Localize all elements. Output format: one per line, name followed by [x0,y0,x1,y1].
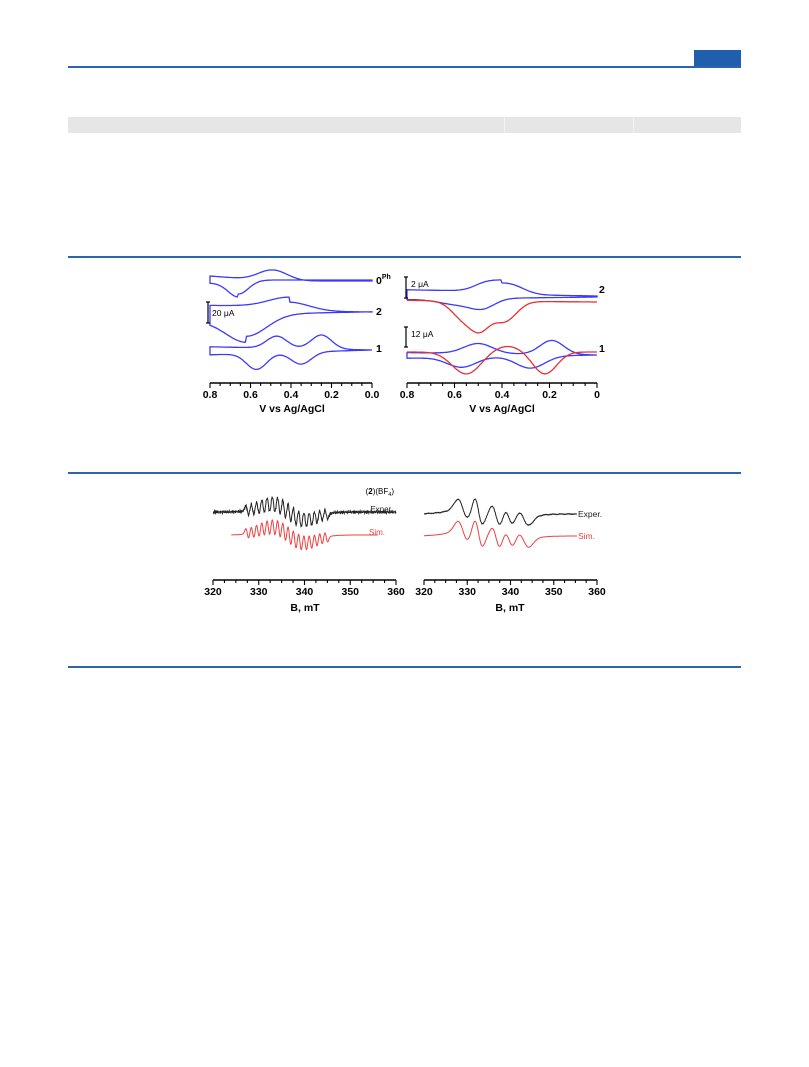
epr-right-axis-title: B, mT [495,602,525,614]
cv-right-x-tick-label: 0.2 [542,389,557,401]
epr-left-compound-label: (2)(BF4) [366,487,395,498]
epr-left-axis-title: B, mT [290,602,320,614]
epr-right-x-tick-label: 320 [415,586,433,598]
cv-left-label-2: 2 [376,306,382,318]
figure-rule-2 [68,472,741,474]
epr-left-exper-trace [212,495,397,528]
cv-right-label-2: 2 [599,284,605,296]
cv-left-x-tick-label: 0.0 [365,389,380,401]
cv-right-trace-2-derivative [407,299,597,334]
cv-right-scale-label-top: 2 μA [411,279,429,289]
cv-left-x-tick-label: 0.4 [284,389,299,401]
epr-left-x-tick-label: 330 [250,586,268,598]
epr-right-x-tick-label: 350 [545,586,563,598]
header-tab [694,50,741,66]
cv-left-label-1: 1 [376,343,382,355]
cv-left-trace-1 [209,334,372,371]
epr-left-traces [212,495,397,551]
cv-left-traces [209,269,373,371]
epr-right-x-tick-label: 360 [588,586,606,598]
cv-right-x-tick-label: 0.6 [447,389,462,401]
cv-left-trace-labels: 0Ph 2 1 [376,274,391,355]
cv-left-x-axis: 0.8 0.6 0.4 0.2 0.0 [203,382,380,401]
cv-left-trace-0ph [209,269,373,298]
epr-left-x-tick-label: 350 [341,586,359,598]
cv-right-x-tick-label: 0.8 [400,389,415,401]
header-rule [68,66,741,68]
cv-right-label-1: 1 [599,343,605,355]
cv-left-x-tick-label: 0.8 [203,389,218,401]
cv-right-scale-label-bottom: 12 μA [411,329,434,339]
epr-right-exper-label: Exper. [578,509,602,519]
epr-right-traces [423,498,576,548]
epr-right-x-tick-label: 340 [502,586,520,598]
epr-right-exper-trace [423,498,576,526]
table-header-band [68,117,741,133]
cv-left-axis-title: V vs Ag/AgCl [259,403,325,415]
epr-left-sim-trace [231,519,378,551]
cv-left-scale-label: 20 μA [212,308,235,318]
cv-right-scale-bar-top: 2 μA [404,276,429,299]
cv-right-trace-1-derivative [407,345,597,375]
cv-right-x-tick-label: 0.4 [495,389,510,401]
cv-left-x-tick-label: 0.2 [324,389,339,401]
epr-left-sim-label: Sim. [369,528,385,537]
cv-left-scale-bar: 20 μA [206,301,235,324]
epr-left-x-tick-label: 340 [296,586,314,598]
cv-right-axis-title: V vs Ag/AgCl [469,403,535,415]
cv-left-x-tick-label: 0.6 [243,389,258,401]
epr-right-sim-label: Sim. [578,531,595,541]
epr-right-sim-trace [424,520,576,548]
cv-right-traces [406,279,598,375]
epr-right-x-tick-label: 330 [458,586,476,598]
figure-rule-1 [68,256,741,258]
cv-right-x-tick-label: 0 [594,389,600,401]
cv-right-scale-bar-bottom: 12 μA [404,326,434,348]
figure-rule-3 [68,666,741,668]
cv-left-label-0ph: 0Ph [376,274,391,287]
epr-right-x-axis: 320 330 340 350 360 [415,579,606,598]
epr-left-x-axis: 320 330 340 350 360 [204,579,405,598]
cv-right-trace-2-cv [406,279,598,311]
epr-left-x-tick-label: 320 [204,586,222,598]
cv-right-x-axis: 0.8 0.6 0.4 0.2 0 [400,382,600,401]
cv-right-trace-1-cv [406,339,597,369]
epr-left-exper-label: Exper. [370,505,393,514]
cv-left-trace-2 [209,296,373,344]
epr-left-x-tick-label: 360 [387,586,405,598]
